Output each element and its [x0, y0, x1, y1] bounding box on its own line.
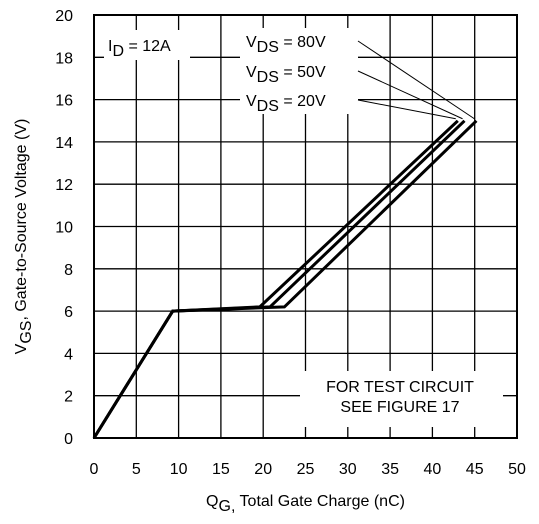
y-tick-labels: 0 2 4 6 8 10 12 14 16 18 20 — [55, 8, 73, 448]
y-tick-label: 18 — [55, 50, 73, 67]
y-tick-label: 10 — [55, 220, 73, 237]
x-tick-label: 0 — [90, 461, 99, 478]
y-tick-label: 4 — [64, 346, 73, 363]
y-tick-label: 0 — [64, 431, 73, 448]
x-tick-label: 30 — [339, 461, 357, 478]
y-tick-label: 12 — [55, 177, 73, 194]
series-label-1: VDS = 50V — [246, 64, 326, 86]
y-tick-label: 8 — [64, 262, 73, 279]
x-tick-label: 20 — [254, 461, 272, 478]
y-tick-label: 6 — [64, 304, 73, 321]
series-label-0: VDS = 80V — [246, 34, 326, 56]
x-tick-label: 40 — [424, 461, 442, 478]
y-tick-label: 14 — [55, 135, 73, 152]
note-background — [300, 371, 503, 427]
series-line-2 — [92, 119, 459, 439]
plot-frame — [93, 14, 518, 439]
series-label-2: VDS = 20V — [246, 93, 326, 115]
y-axis-label: VGS, Gate-to-Source Voltage (V) — [13, 119, 35, 355]
x-tick-label: 15 — [212, 461, 230, 478]
y-tick-label: 16 — [55, 93, 73, 110]
test-circuit-note: FOR TEST CIRCUIT — [326, 379, 474, 396]
y-tick-label: 20 — [55, 8, 73, 25]
leader-line-2 — [357, 99, 456, 120]
condition-background — [104, 30, 190, 60]
curves — [92, 119, 478, 439]
x-tick-label: 35 — [381, 461, 399, 478]
y-tick-label: 2 — [64, 389, 73, 406]
x-tick-label: 10 — [170, 461, 188, 478]
legend-background — [240, 28, 358, 114]
leader-line-1 — [357, 70, 463, 120]
x-tick-labels: 0 5 10 15 20 25 30 35 40 45 50 — [90, 461, 526, 478]
x-tick-label: 5 — [132, 461, 141, 478]
test-circuit-note: SEE FIGURE 17 — [340, 399, 459, 416]
axis-labels: QG, Total Gate Charge (nC) VGS, Gate-to-S… — [13, 119, 405, 515]
x-tick-label: 45 — [466, 461, 484, 478]
x-tick-label: 50 — [508, 461, 526, 478]
x-axis-label: QG, Total Gate Charge (nC) — [206, 493, 405, 515]
x-tick-label: 25 — [297, 461, 315, 478]
annotations: VDS = 80V VDS = 50V VDS = 20V ID = 12A FOR T… — [104, 28, 503, 427]
leader-line-0 — [357, 40, 475, 120]
condition-label: ID = 12A — [108, 38, 171, 60]
